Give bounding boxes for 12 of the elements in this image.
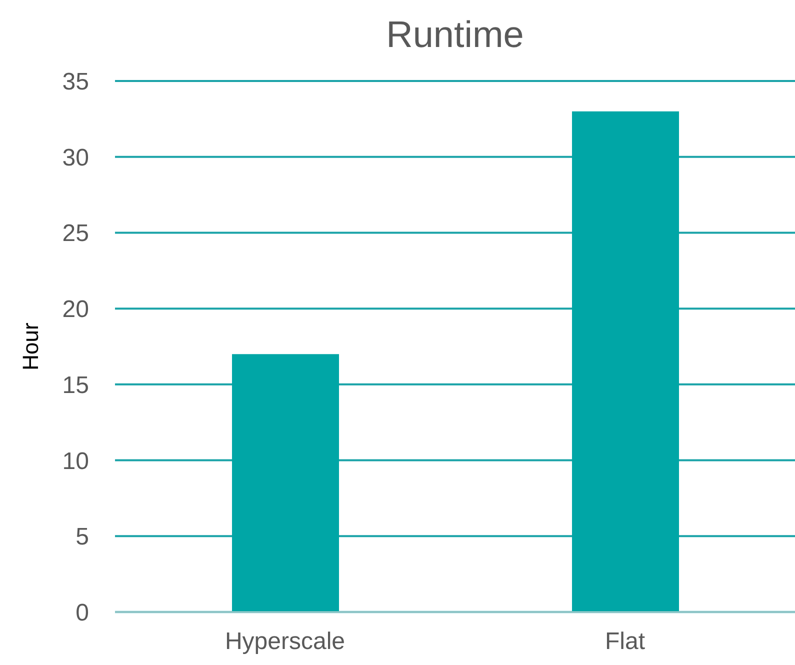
x-tick-label: Flat [604, 628, 646, 656]
y-tick-label: 5 [76, 524, 89, 551]
y-tick-label: 30 [62, 144, 89, 172]
chart-title: Runtime [385, 14, 525, 56]
y-tick-label: 35 [62, 68, 89, 96]
y-tick-label: 10 [62, 448, 89, 475]
y-tick-label: 15 [62, 372, 89, 399]
y-tick-label: 25 [62, 220, 89, 248]
y-tick-label: 0 [76, 600, 89, 627]
y-axis-title: Hour [18, 322, 43, 370]
x-tick-label: Hyperscale [224, 628, 346, 656]
y-tick-label: 20 [62, 296, 89, 324]
